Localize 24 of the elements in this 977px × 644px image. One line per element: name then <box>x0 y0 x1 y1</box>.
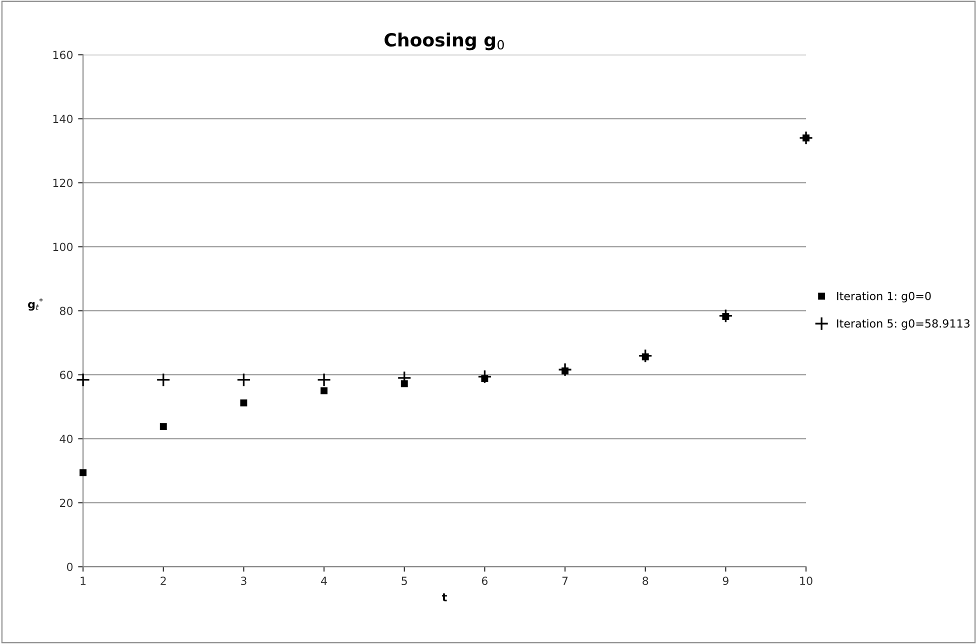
x-tick-label: 8 <box>642 576 648 586</box>
y-tick-label: 0 <box>66 562 73 572</box>
y-tick-label: 140 <box>53 114 73 124</box>
y-tick-label: 60 <box>60 370 73 380</box>
y-tick-label: 160 <box>53 50 73 60</box>
x-tick-label: 3 <box>241 576 246 586</box>
y-tick-label: 80 <box>60 306 73 316</box>
x-tick-label: 2 <box>160 576 166 585</box>
x-tick-label: 4 <box>321 576 327 585</box>
y-axis-title: g$_{t}$$^{*}$ <box>28 298 43 311</box>
x-tick-label: 7 <box>562 576 568 585</box>
y-tick-label: 20 <box>60 498 73 508</box>
x-axis-title: t <box>442 593 447 602</box>
y-tick-label: 120 <box>53 178 73 188</box>
legend-label: Iteration 1: g0=0 <box>837 292 931 302</box>
x-tick-label: 6 <box>482 576 488 586</box>
x-tick-label: 10 <box>800 576 812 586</box>
y-tick-label: 100 <box>53 242 73 252</box>
legend-label: Iteration 5: g0=58.9113 <box>837 319 970 330</box>
x-tick-label: 5 <box>402 576 407 586</box>
x-tick-label: 9 <box>722 576 728 586</box>
chart-title: Choosing g$_{0}$ <box>384 32 504 50</box>
y-tick-label: 40 <box>60 434 73 444</box>
x-tick-label: 1 <box>80 576 86 585</box>
